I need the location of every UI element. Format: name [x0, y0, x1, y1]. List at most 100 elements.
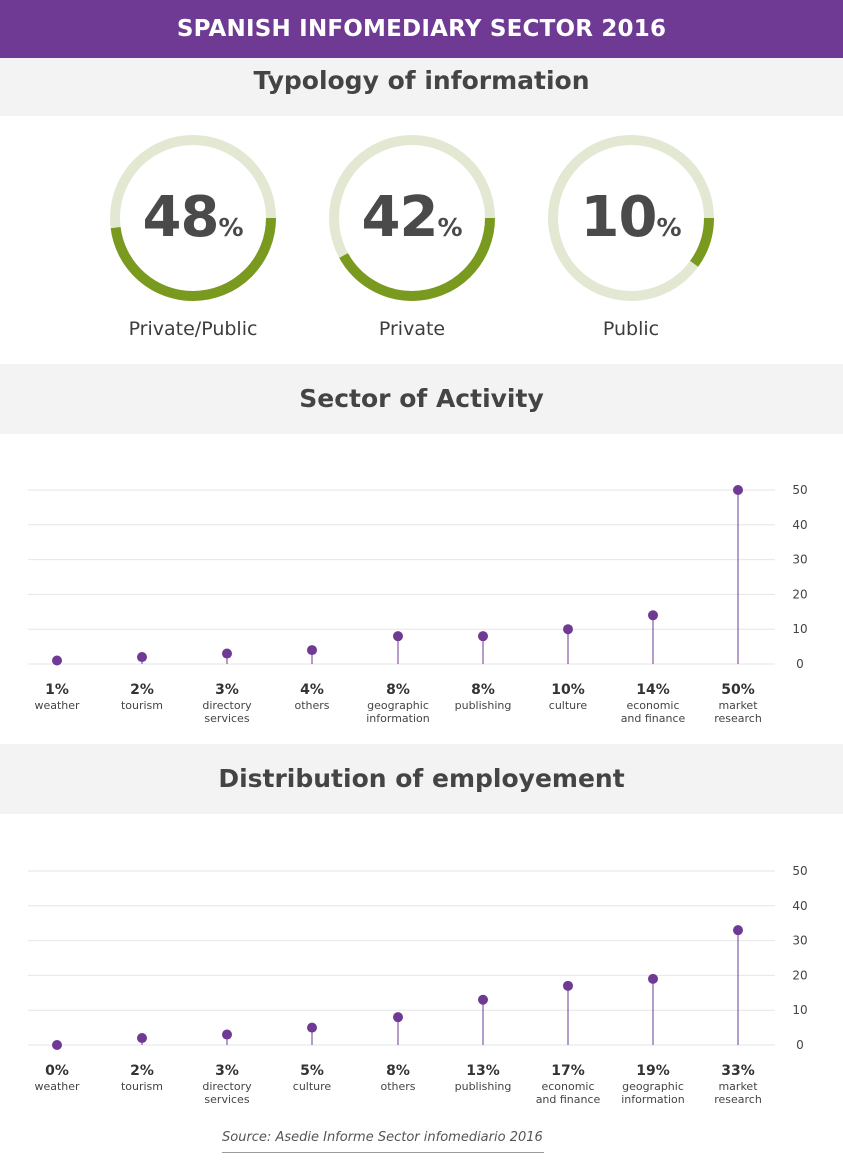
y-tick-label: 40: [792, 518, 807, 532]
value-label: 8%: [386, 682, 410, 698]
ring-label-private-public: Private/Public: [128, 318, 258, 340]
y-tick-label: 0: [796, 657, 804, 671]
category-label: economic: [626, 699, 679, 712]
value-label: 3%: [215, 1063, 239, 1079]
value-label: 1%: [45, 682, 69, 698]
ring-progress: [548, 135, 714, 301]
ring-graphic: [548, 135, 714, 301]
data-point: [563, 980, 573, 991]
data-point: [307, 1022, 317, 1033]
category-label: information: [621, 1093, 685, 1106]
category-label: market: [718, 1080, 758, 1093]
category-label: geographic: [367, 699, 429, 712]
ring-value: 42%: [327, 133, 497, 303]
value-label: 0%: [45, 1063, 69, 1079]
data-point: [52, 655, 62, 666]
ring-label-public: Public: [602, 318, 660, 340]
category-label: culture: [293, 1080, 332, 1093]
value-label: 3%: [215, 682, 239, 698]
category-label: directory: [202, 699, 252, 712]
category-label: others: [294, 699, 329, 712]
value-label: 2%: [130, 682, 154, 698]
value-label: 2%: [130, 1063, 154, 1079]
value-label: 19%: [636, 1063, 670, 1079]
ring-percent-sign: %: [218, 213, 244, 242]
data-point: [222, 1029, 232, 1040]
value-label: 8%: [386, 1063, 410, 1079]
typology-title: Typology of information: [0, 58, 843, 116]
ring-value: 10%: [546, 133, 716, 303]
data-point: [52, 1040, 62, 1050]
category-label: publishing: [455, 1080, 512, 1093]
category-label: tourism: [121, 1080, 163, 1093]
category-label: publishing: [455, 699, 512, 712]
ring-label-private: Private: [378, 318, 446, 340]
value-label: 5%: [300, 1063, 324, 1079]
category-label: tourism: [121, 699, 163, 712]
value-label: 33%: [721, 1063, 755, 1079]
category-label: market: [718, 699, 758, 712]
category-label: economic: [541, 1080, 594, 1093]
data-point: [137, 652, 147, 663]
category-label: directory: [202, 1080, 252, 1093]
data-point: [648, 610, 658, 621]
data-point: [393, 631, 403, 642]
category-label: others: [380, 1080, 415, 1093]
value-label: 50%: [721, 682, 755, 698]
sector-activity-chart: 0 10 20 30 40 50 1% weather 2% tourism 3% directory…: [0, 434, 843, 744]
category-label: and finance: [621, 712, 686, 725]
y-tick-label: 40: [792, 899, 807, 913]
employment-chart: 0 10 20 30 40 50 0% weather 2% tourism 3% directory…: [0, 814, 843, 1114]
source-note: Source: Asedie Informe Sector infomediar…: [222, 1128, 544, 1153]
y-tick-label: 10: [792, 1003, 807, 1017]
y-tick-label: 50: [792, 483, 807, 497]
category-label: research: [714, 1093, 762, 1106]
ring-progress: [329, 135, 495, 301]
data-point: [137, 1033, 147, 1044]
y-tick-label: 30: [792, 553, 807, 567]
data-point: [733, 925, 743, 936]
infographic-title: SPANISH INFOMEDIARY SECTOR 2016: [0, 0, 843, 58]
category-label: and finance: [536, 1093, 601, 1106]
ring-value: 48%: [108, 133, 278, 303]
ring-value-number: 10: [580, 185, 658, 250]
category-label: services: [204, 1093, 249, 1106]
data-point: [478, 994, 488, 1005]
data-point: [648, 973, 658, 984]
employment-title: Distribution of employement: [0, 744, 843, 814]
y-tick-label: 0: [796, 1038, 804, 1052]
data-point: [307, 645, 317, 656]
category-label: culture: [549, 699, 588, 712]
ring-private-public: 48%: [108, 133, 278, 303]
y-tick-label: 20: [792, 968, 807, 982]
category-label: weather: [34, 699, 80, 712]
value-label: 14%: [636, 682, 670, 698]
category-label: information: [366, 712, 430, 725]
category-label: geographic: [622, 1080, 684, 1093]
category-label: weather: [34, 1080, 80, 1093]
data-point: [733, 485, 743, 495]
value-label: 17%: [551, 1063, 585, 1079]
ring-private: 42%: [327, 133, 497, 303]
y-tick-label: 30: [792, 934, 807, 948]
data-point: [478, 631, 488, 642]
employment-plot: 0 10 20 30 40 50 0%weather 2%tourism 3%directory…: [28, 864, 808, 1106]
value-label: 8%: [471, 682, 495, 698]
ring-percent-sign: %: [437, 213, 463, 242]
ring-graphic: [110, 135, 276, 301]
category-label: research: [714, 712, 762, 725]
data-point: [222, 648, 232, 659]
value-label: 4%: [300, 682, 324, 698]
y-tick-label: 20: [792, 587, 807, 601]
data-point: [563, 624, 573, 635]
ring-graphic: [329, 135, 495, 301]
ring-value-number: 42: [361, 185, 439, 250]
ring-public: 10%: [546, 133, 716, 303]
value-label: 10%: [551, 682, 585, 698]
sector-activity-title: Sector of Activity: [0, 364, 843, 434]
y-tick-label: 50: [792, 864, 807, 878]
ring-percent-sign: %: [656, 213, 682, 242]
category-label: services: [204, 712, 249, 725]
y-tick-label: 10: [792, 622, 807, 636]
value-label: 13%: [466, 1063, 500, 1079]
